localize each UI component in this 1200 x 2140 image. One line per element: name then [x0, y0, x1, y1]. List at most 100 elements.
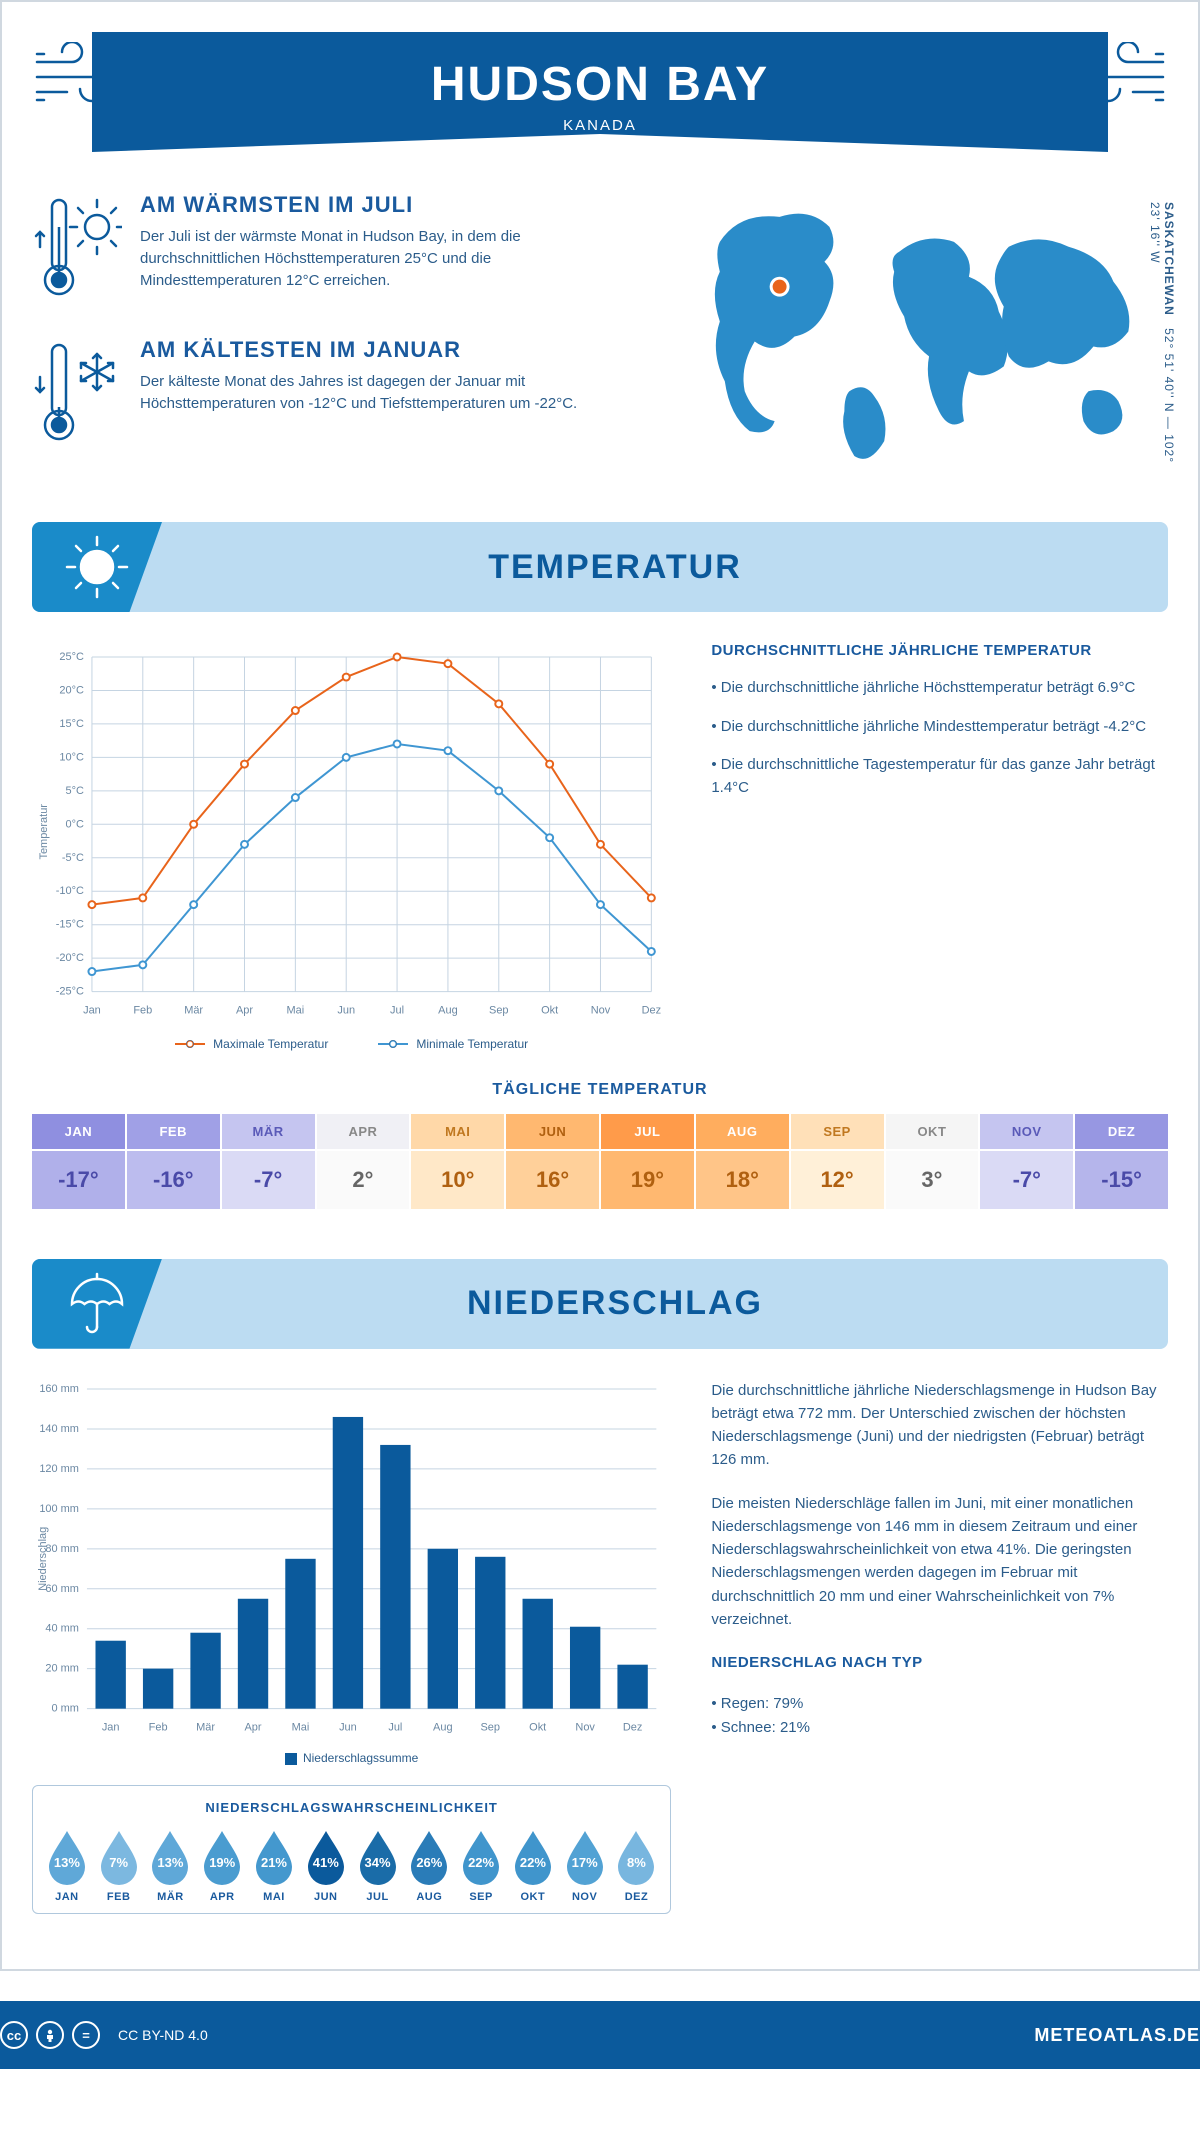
daily-head: MAI [411, 1114, 504, 1149]
svg-text:20 mm: 20 mm [45, 1662, 79, 1674]
header-wrap: HUDSON BAY KANADA [32, 32, 1168, 152]
precip-left: 0 mm20 mm40 mm60 mm80 mm100 mm120 mm140 … [32, 1379, 671, 1915]
daily-head: JUN [506, 1114, 599, 1149]
svg-text:0°C: 0°C [66, 818, 84, 830]
daily-val: 2° [317, 1151, 410, 1209]
svg-text:Mai: Mai [287, 1005, 305, 1017]
prob-drop: 26%AUG [405, 1827, 453, 1903]
cc-icon: cc [0, 2021, 28, 2049]
prob-drop: 22%OKT [509, 1827, 557, 1903]
daily-head: AUG [696, 1114, 789, 1149]
daily-val: -7° [222, 1151, 315, 1209]
svg-text:Aug: Aug [438, 1005, 458, 1017]
daily-head: APR [317, 1114, 410, 1149]
svg-text:Niederschlag: Niederschlag [37, 1526, 49, 1590]
daily-head: FEB [127, 1114, 220, 1149]
svg-text:Aug: Aug [433, 1721, 453, 1733]
svg-text:Dez: Dez [623, 1721, 643, 1733]
svg-text:20°C: 20°C [59, 684, 84, 696]
probability-box: NIEDERSCHLAGSWAHRSCHEINLICHKEIT 13%JAN7%… [32, 1785, 671, 1914]
by-icon [36, 2021, 64, 2049]
daily-head: NOV [980, 1114, 1073, 1149]
annual-temp-text: DURCHSCHNITTLICHE JÄHRLICHE TEMPERATUR •… [711, 642, 1168, 1051]
coldest-title: AM KÄLTESTEN IM JANUAR [140, 337, 630, 363]
svg-text:160 mm: 160 mm [39, 1383, 79, 1395]
daily-val: -16° [127, 1151, 220, 1209]
warmest-text: Der Juli ist der wärmste Monat in Hudson… [140, 226, 630, 291]
thermometer-snow-icon [32, 337, 122, 452]
daily-head: JUL [601, 1114, 694, 1149]
umbrella-icon [32, 1259, 162, 1349]
svg-text:Dez: Dez [642, 1005, 662, 1017]
svg-text:Jan: Jan [102, 1721, 120, 1733]
license-text: CC BY-ND 4.0 [118, 2027, 208, 2043]
latitude: 52° 51' 40'' N [1162, 328, 1176, 412]
daily-head: MÄR [222, 1114, 315, 1149]
svg-text:-5°C: -5°C [62, 852, 84, 864]
warmest-title: AM WÄRMSTEN IM JULI [140, 192, 630, 218]
annual-bullets: • Die durchschnittliche jährliche Höchst… [711, 677, 1168, 799]
svg-text:Jun: Jun [339, 1721, 357, 1733]
coldest-text: Der kälteste Monat des Jahres ist dagege… [140, 371, 630, 415]
svg-text:25°C: 25°C [59, 651, 84, 663]
temperature-row: -25°C-20°C-15°C-10°C-5°C0°C5°C10°C15°C20… [32, 642, 1168, 1051]
annual-title: DURCHSCHNITTLICHE JÄHRLICHE TEMPERATUR [711, 642, 1168, 659]
precip-row: 0 mm20 mm40 mm60 mm80 mm100 mm120 mm140 … [32, 1379, 1168, 1915]
svg-text:Feb: Feb [149, 1721, 168, 1733]
intro-section: AM WÄRMSTEN IM JULI Der Juli ist der wär… [32, 192, 1168, 482]
prob-drop: 21%MAI [250, 1827, 298, 1903]
bullet: • Die durchschnittliche jährliche Höchst… [711, 677, 1168, 700]
svg-text:Jun: Jun [337, 1005, 355, 1017]
svg-text:Mai: Mai [292, 1721, 310, 1733]
svg-text:40 mm: 40 mm [45, 1622, 79, 1634]
svg-text:120 mm: 120 mm [39, 1462, 79, 1474]
precip-rain: • Regen: 79% [711, 1692, 1168, 1715]
nd-icon: = [72, 2021, 100, 2049]
prob-title: NIEDERSCHLAGSWAHRSCHEINLICHKEIT [43, 1800, 660, 1815]
precip-p1: Die durchschnittliche jährliche Niedersc… [711, 1379, 1168, 1472]
cc-license: cc = CC BY-ND 4.0 [0, 2021, 208, 2049]
precip-snow: • Schnee: 21% [711, 1716, 1168, 1739]
svg-text:60 mm: 60 mm [45, 1582, 79, 1594]
daily-head: OKT [886, 1114, 979, 1149]
svg-text:Okt: Okt [529, 1721, 546, 1733]
daily-val: -17° [32, 1151, 125, 1209]
prob-drop: 17%NOV [561, 1827, 609, 1903]
svg-text:Jul: Jul [388, 1721, 402, 1733]
svg-text:Mär: Mär [196, 1721, 215, 1733]
daily-head: SEP [791, 1114, 884, 1149]
precip-type-title: NIEDERSCHLAG NACH TYP [711, 1651, 1168, 1674]
svg-text:Jul: Jul [390, 1005, 404, 1017]
daily-val: 18° [696, 1151, 789, 1209]
svg-text:Feb: Feb [133, 1005, 152, 1017]
legend-max: Maximale Temperatur [175, 1037, 328, 1051]
daily-val: 16° [506, 1151, 599, 1209]
world-map-icon [670, 192, 1168, 476]
svg-text:Nov: Nov [591, 1005, 611, 1017]
daily-val: 10° [411, 1151, 504, 1209]
prob-drop: 41%JUN [302, 1827, 350, 1903]
svg-text:-10°C: -10°C [56, 885, 84, 897]
page: HUDSON BAY KANADA AM WÄRMSTEN IM JULI De… [0, 0, 1200, 1971]
precip-text: Die durchschnittliche jährliche Niedersc… [711, 1379, 1168, 1915]
map-block: SASKATCHEWAN 52° 51' 40'' N — 102° 23' 1… [670, 192, 1168, 482]
city-name: HUDSON BAY [112, 57, 1088, 112]
prob-drop: 22%SEP [457, 1827, 505, 1903]
prob-drop: 8%DEZ [613, 1827, 661, 1903]
svg-text:Sep: Sep [480, 1721, 500, 1733]
prob-row: 13%JAN7%FEB13%MÄR19%APR21%MAI41%JUN34%JU… [43, 1827, 660, 1903]
coordinates: SASKATCHEWAN 52° 51' 40'' N — 102° 23' 1… [1148, 202, 1176, 482]
prob-drop: 13%JAN [43, 1827, 91, 1903]
svg-text:-25°C: -25°C [56, 986, 84, 998]
warmest-fact: AM WÄRMSTEN IM JULI Der Juli ist der wär… [32, 192, 630, 307]
daily-val: -7° [980, 1151, 1073, 1209]
thermometer-sun-icon [32, 192, 122, 307]
prob-drop: 34%JUL [354, 1827, 402, 1903]
footer: cc = CC BY-ND 4.0 METEOATLAS.DE [0, 2001, 1200, 2069]
daily-val: 12° [791, 1151, 884, 1209]
svg-text:10°C: 10°C [59, 751, 84, 763]
svg-text:-20°C: -20°C [56, 952, 84, 964]
coldest-fact: AM KÄLTESTEN IM JANUAR Der kälteste Mona… [32, 337, 630, 452]
daily-val: 3° [886, 1151, 979, 1209]
header-banner: HUDSON BAY KANADA [92, 32, 1108, 152]
